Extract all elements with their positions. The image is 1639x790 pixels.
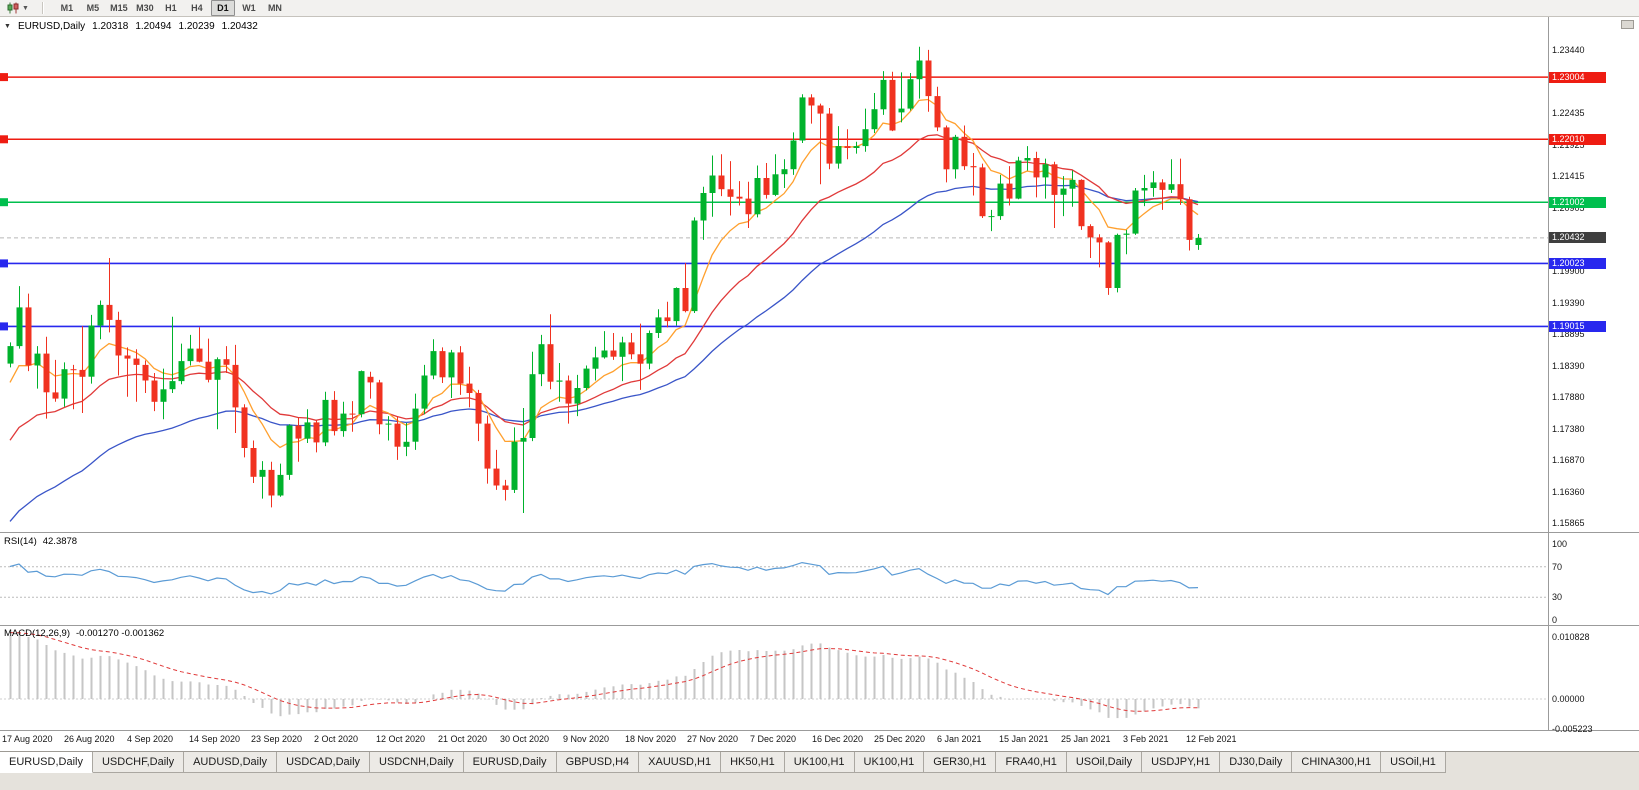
date-label: 9 Nov 2020: [563, 734, 610, 744]
date-label: 25 Jan 2021: [1061, 734, 1111, 744]
chart-tab[interactable]: USDCAD,Daily: [277, 752, 371, 773]
chart-tab[interactable]: GBPUSD,H4: [556, 752, 640, 773]
chart-tab[interactable]: EURUSD,Daily: [0, 752, 93, 773]
current-price-tag: 1.20432: [1549, 232, 1606, 243]
price-axis-label: 1.21925: [1552, 140, 1585, 150]
price-axis-label: 1.16360: [1552, 487, 1585, 497]
macd-values: -0.001270 -0.001362: [76, 628, 165, 639]
timeframe-button-m15[interactable]: M15: [110, 3, 128, 13]
timeframe-button-d1[interactable]: D1: [210, 0, 235, 16]
price-level-tag: 1.22010: [1549, 134, 1606, 145]
price-axis-label: 1.19390: [1552, 298, 1585, 308]
chevron-down-icon: ▼: [22, 4, 29, 12]
price-axis-label: 1.17880: [1552, 392, 1585, 402]
chart-tab[interactable]: DJ30,Daily: [1220, 752, 1293, 773]
price-axis-label: 1.20905: [1552, 203, 1585, 213]
date-label: 12 Oct 2020: [376, 734, 426, 744]
symbol-timeframe-label: EURUSD,Daily: [17, 21, 86, 32]
chart-corner-button[interactable]: [1621, 20, 1634, 29]
date-label: 14 Sep 2020: [189, 734, 241, 744]
macd-name: MACD(12,26,9): [4, 628, 70, 639]
price-level-tag: 1.21002: [1549, 197, 1606, 208]
chart-tab-bar: EURUSD,Daily USDCHF,Daily AUDUSD,Daily USDC…: [0, 751, 1639, 790]
rsi-name: RSI(14): [4, 536, 37, 547]
macd-axis-label: 0.00000: [1552, 694, 1585, 704]
rsi-axis-label: 100: [1552, 539, 1568, 549]
price-axis-label: 1.18895: [1552, 329, 1585, 339]
date-label: 18 Nov 2020: [625, 734, 677, 744]
timeframe-toolbar: ▼ M1 M5 M15 M30 H1 H4 D1 W1 MN: [0, 0, 1639, 17]
timeframe-button-m1[interactable]: M1: [60, 3, 74, 13]
rsi-value: 42.3878: [42, 536, 78, 547]
chart-tab[interactable]: UK100,H1: [784, 752, 855, 773]
macd-header: MACD(12,26,9) -0.001270 -0.001362: [4, 628, 164, 639]
price-axis-label: 1.23440: [1552, 45, 1585, 55]
chart-ohlc-header: ▼ EURUSD,Daily 1.20318 1.20494 1.20239 1…: [4, 21, 258, 32]
chart-tab[interactable]: AUDUSD,Daily: [184, 752, 278, 773]
timeframe-button-mn[interactable]: MN: [267, 3, 282, 13]
timeframe-button-h1[interactable]: H1: [165, 3, 177, 13]
chart-tab[interactable]: CHINA300,H1: [1292, 752, 1382, 773]
date-label: 4 Sep 2020: [127, 734, 174, 744]
date-label: 27 Nov 2020: [687, 734, 739, 744]
rsi-axis-label: 70: [1552, 562, 1563, 572]
price-axis-label: 1.21415: [1552, 171, 1585, 181]
macd-axis-label: 0.010828: [1552, 632, 1590, 642]
date-label: 21 Oct 2020: [438, 734, 488, 744]
date-label: 15 Jan 2021: [999, 734, 1049, 744]
price-axis-label: 1.15865: [1552, 518, 1585, 528]
chart-tab[interactable]: USOil,H1: [1381, 752, 1446, 773]
date-label: 16 Dec 2020: [812, 734, 864, 744]
chart-tab[interactable]: EURUSD,Daily: [463, 752, 557, 773]
candlestick-chart-icon: [7, 2, 19, 14]
price-axis-label: 1.22435: [1552, 108, 1585, 118]
rsi-axis-label: 30: [1552, 592, 1563, 602]
timeframe-button-m30[interactable]: M30: [136, 3, 154, 13]
chart-tab[interactable]: USDCNH,Daily: [370, 752, 464, 773]
date-label: 7 Dec 2020: [750, 734, 797, 744]
date-label: 30 Oct 2020: [500, 734, 550, 744]
timeframe-button-h4[interactable]: H4: [191, 3, 203, 13]
toolbar-separator: [41, 2, 44, 14]
price-axis-label: 1.17380: [1552, 424, 1585, 434]
close-value: 1.20432: [221, 21, 258, 32]
chart-tab[interactable]: USDJPY,H1: [1142, 752, 1221, 773]
price-level-tag: 1.23004: [1549, 72, 1606, 83]
date-label: 3 Feb 2021: [1123, 734, 1169, 744]
chart-type-button[interactable]: ▼: [4, 1, 32, 16]
price-axis-label: 1.16870: [1552, 455, 1585, 465]
open-value: 1.20318: [92, 21, 129, 32]
date-label: 17 Aug 2020: [2, 734, 53, 744]
chart-tab[interactable]: USDCHF,Daily: [92, 752, 185, 773]
chart-tab[interactable]: USOil,Daily: [1066, 752, 1143, 773]
low-value: 1.20239: [178, 21, 215, 32]
timeframe-buttons-group: M1 M5 M15 M30 H1 H4 D1 W1 MN: [50, 0, 292, 16]
high-value: 1.20494: [135, 21, 172, 32]
date-label: 26 Aug 2020: [64, 734, 115, 744]
timeframe-button-w1[interactable]: W1: [242, 3, 256, 13]
date-label: 25 Dec 2020: [874, 734, 926, 744]
rsi-axis-label: 0: [1552, 615, 1558, 625]
macd-axis-label: -0.005223: [1552, 724, 1593, 734]
timeframe-button-m5[interactable]: M5: [86, 3, 100, 13]
chart-tab[interactable]: GER30,H1: [924, 752, 997, 773]
price-level-tag: 1.19015: [1549, 321, 1606, 332]
symbol-dropdown-icon[interactable]: ▼: [4, 23, 11, 30]
chart-tab[interactable]: UK100,H1: [854, 752, 925, 773]
date-label: 6 Jan 2021: [937, 734, 982, 744]
chart-tools-group: ▼: [0, 0, 36, 16]
date-label: 2 Oct 2020: [314, 734, 359, 744]
price-axis-label: 1.18390: [1552, 361, 1585, 371]
date-label: 23 Sep 2020: [251, 734, 303, 744]
chart-tab[interactable]: HK50,H1: [721, 752, 785, 773]
price-axis-label: 1.19900: [1552, 266, 1585, 276]
price-level-tag: 1.20023: [1549, 258, 1606, 269]
rsi-header: RSI(14) 42.3878: [4, 536, 77, 547]
chart-tab[interactable]: FRA40,H1: [996, 752, 1067, 773]
chart-tab[interactable]: XAUUSD,H1: [639, 752, 722, 773]
date-label: 12 Feb 2021: [1186, 734, 1237, 744]
